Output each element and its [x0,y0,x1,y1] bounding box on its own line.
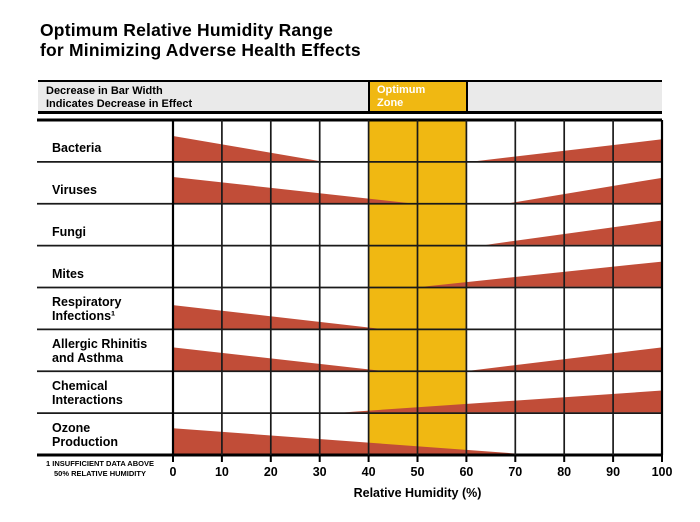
effect-wedge-left [173,305,379,329]
effect-wedge-right [476,139,662,162]
chart-title: Optimum Relative Humidity Range for Mini… [40,20,361,60]
effect-wedge-left [173,428,526,455]
effect-wedge-left [173,135,320,162]
x-tick-label-80: 80 [557,465,571,479]
row-label: Chemical Interactions [52,379,123,407]
effect-wedge-right [510,177,662,203]
chart-title-line1: Optimum Relative Humidity Range [40,20,334,40]
decrease-note: Decrease in Bar Width Indicates Decrease… [46,85,193,110]
effect-wedge-right [344,390,662,413]
row-label: Fungi [52,225,87,240]
x-tick-label-50: 50 [411,465,425,479]
x-tick-label-40: 40 [362,465,376,479]
effect-wedge-right [471,347,662,371]
effect-wedge-right [422,261,662,287]
x-tick-label-60: 60 [459,465,473,479]
x-axis-title: Relative Humidity (%) [353,486,482,500]
footnote: 1 INSUFFICIENT DATA ABOVE 50% RELATIVE H… [46,459,154,478]
x-tick-label-30: 30 [313,465,327,479]
effect-wedge-left [173,347,379,371]
row-label: Viruses [52,183,97,198]
x-tick-label-0: 0 [170,465,177,479]
row-label: Bacteria [52,141,102,156]
x-tick-label-10: 10 [215,465,229,479]
row-label: Mites [52,267,84,281]
optimum-zone-label: Optimum Zone [377,84,426,109]
row-label: Ozone Production [52,421,118,449]
row-label: Allergic Rhinitis and Asthma [52,337,148,365]
effect-wedge-right [485,220,662,245]
x-tick-label-90: 90 [606,465,620,479]
row-label: Respiratory Infections¹ [52,295,122,323]
x-tick-label-20: 20 [264,465,278,479]
optimum-zone-header: Optimum Zone [368,82,468,111]
legend-bar: Decrease in Bar Width Indicates Decrease… [38,80,662,114]
chart-title-line2: for Minimizing Adverse Health Effects [40,40,361,60]
x-tick-label-70: 70 [508,465,522,479]
effect-wedge-left [173,176,408,203]
x-tick-label-100: 100 [652,465,673,479]
